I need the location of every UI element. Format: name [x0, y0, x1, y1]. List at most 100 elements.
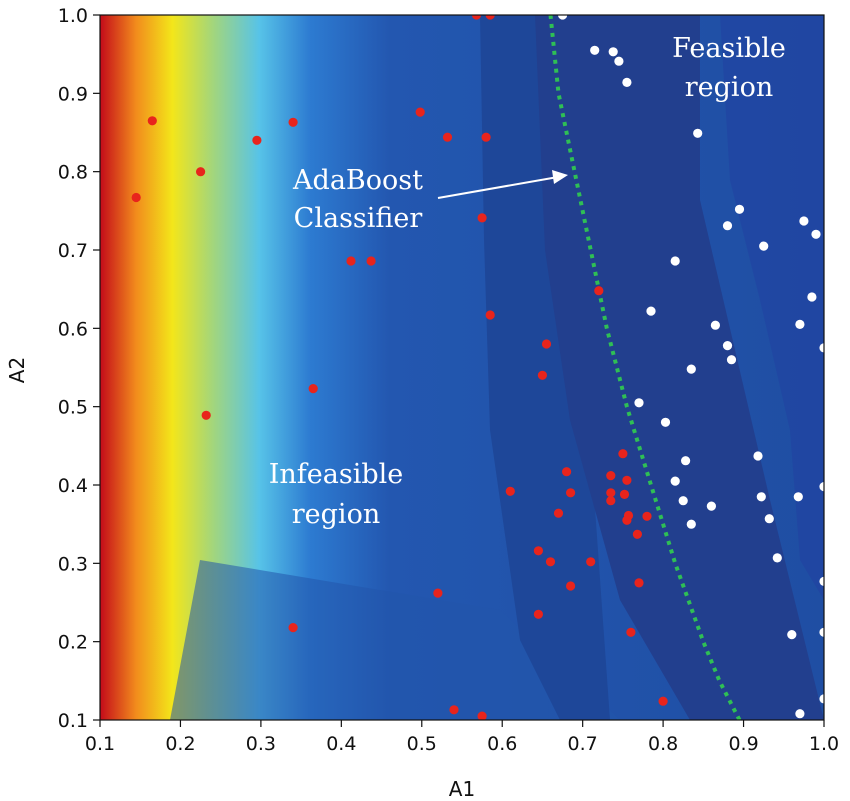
- infeasible-point: [471, 15, 482, 20]
- x-tick-label: 0.5: [407, 733, 437, 755]
- feasible-point: [686, 364, 696, 374]
- infeasible-point: [622, 515, 632, 525]
- feasible-point: [764, 514, 774, 524]
- x-tick-label: 0.7: [568, 733, 598, 755]
- infeasible-point: [541, 339, 552, 349]
- feasible-point: [819, 576, 824, 586]
- annotation-classifier-line1: AdaBoost: [292, 165, 423, 196]
- infeasible-point: [626, 627, 636, 637]
- feasible-point: [756, 492, 766, 502]
- y-tick-label: 0.4: [58, 475, 88, 497]
- feasible-point: [558, 15, 568, 20]
- infeasible-point: [196, 167, 206, 177]
- feasible-point: [608, 47, 618, 57]
- infeasible-point: [586, 557, 596, 567]
- infeasible-point: [594, 286, 604, 296]
- contour-band-dark: [535, 15, 824, 720]
- feasible-point: [795, 709, 805, 719]
- feasible-point: [753, 451, 763, 461]
- annotation-feasible-line1: Feasible: [672, 33, 786, 64]
- infeasible-point: [566, 488, 576, 498]
- infeasible-point: [442, 132, 453, 142]
- infeasible-point: [642, 511, 652, 521]
- infeasible-point: [131, 192, 141, 203]
- infeasible-point: [505, 486, 515, 496]
- infeasible-point: [449, 705, 459, 715]
- infeasible-point: [201, 410, 211, 420]
- infeasible-point: [477, 213, 487, 223]
- feasible-point: [686, 519, 696, 529]
- classifier-boundary-line: [548, 15, 742, 720]
- x-tick-label: 0.8: [648, 733, 678, 755]
- annotation-classifier: AdaBoost Classifier: [292, 165, 568, 234]
- infeasible-point: [485, 310, 495, 320]
- infeasible-point: [622, 475, 632, 485]
- feasible-point: [590, 45, 600, 55]
- x-tick-label: 0.3: [246, 733, 276, 755]
- y-tick-label: 0.7: [58, 240, 88, 262]
- plot-frame: [99, 14, 825, 721]
- x-axis-label: A1: [449, 777, 475, 801]
- feasible-point: [795, 319, 805, 329]
- feasible-point: [622, 77, 632, 87]
- x-tick-label: 0.6: [487, 733, 517, 755]
- feasible-point: [634, 398, 644, 408]
- infeasible-point: [477, 711, 487, 720]
- feasible-point: [819, 482, 824, 492]
- x-tick-label: 0.9: [728, 733, 758, 755]
- x-tick-label: 1.0: [809, 733, 839, 755]
- infeasible-point: [288, 117, 298, 127]
- feasible-point: [819, 343, 824, 353]
- infeasible-point: [634, 578, 644, 588]
- infeasible-point: [415, 107, 425, 117]
- x-tick-label: 0.1: [85, 733, 115, 755]
- infeasible-point: [288, 623, 298, 633]
- feasible-point: [799, 216, 809, 226]
- infeasible-point: [537, 370, 548, 380]
- infeasible-point: [606, 471, 616, 481]
- infeasible-point: [658, 696, 668, 706]
- feasible-point: [726, 355, 737, 365]
- infeasible-point: [566, 581, 576, 591]
- feasible-point: [706, 501, 717, 511]
- infeasible-point: [533, 546, 544, 556]
- feasible-point: [759, 241, 769, 251]
- infeasible-point: [619, 489, 630, 499]
- y-axis: 0.1 0.2 0.3 0.4 0.5 0.6 0.7 0.8 0.9 1.0: [58, 5, 100, 732]
- infeasible-point: [147, 116, 157, 126]
- contour-band-right: [720, 15, 824, 600]
- feasible-point: [722, 341, 733, 351]
- feasible-point: [660, 417, 671, 427]
- feasible-point: [819, 627, 824, 637]
- feasible-point: [614, 56, 624, 66]
- feasible-point: [793, 492, 803, 502]
- feasible-point: [819, 694, 824, 704]
- annotation-classifier-line2: Classifier: [294, 203, 423, 234]
- annotation-arrow-head: [552, 170, 568, 184]
- infeasible-point: [252, 135, 262, 145]
- y-tick-label: 0.1: [58, 710, 88, 732]
- feasible-point: [678, 496, 688, 506]
- feasible-point: [734, 204, 745, 214]
- infeasible-point: [485, 15, 495, 20]
- feasible-point: [807, 292, 817, 302]
- infeasible-point: [632, 529, 643, 539]
- infeasible-point: [533, 609, 544, 619]
- boundary-layer: [548, 15, 742, 720]
- infeasible-point: [606, 488, 616, 498]
- contour-band-lower: [170, 560, 620, 720]
- contour-band-mid: [480, 15, 610, 720]
- infeasible-point: [433, 588, 443, 598]
- feasible-point: [811, 229, 821, 239]
- annotation-feasible: Feasible region: [672, 33, 786, 103]
- infeasible-point: [545, 557, 556, 567]
- infeasible-point: [308, 384, 318, 394]
- feasible-point: [670, 476, 680, 486]
- y-tick-label: 0.5: [58, 397, 88, 419]
- infeasible-point: [562, 467, 572, 477]
- plot-area: [100, 15, 824, 720]
- x-tick-label: 0.4: [326, 733, 356, 755]
- infeasible-point: [606, 496, 616, 506]
- infeasible-point: [553, 508, 564, 518]
